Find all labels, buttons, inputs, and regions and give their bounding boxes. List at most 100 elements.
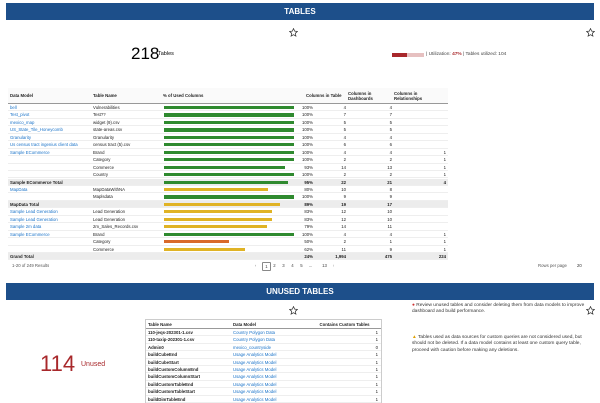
page-button[interactable]: ... [308, 263, 313, 268]
header-row [146, 320, 381, 329]
prev-page[interactable]: ‹ [255, 263, 257, 268]
table-name: Maplsdata [93, 194, 113, 200]
cell-value: 1 [375, 396, 378, 402]
favorite-star[interactable] [289, 28, 298, 37]
table-row [146, 388, 381, 396]
data-model-link[interactable]: Sample Lead Generation [10, 216, 58, 222]
banner: UNUSED TABLES [6, 283, 594, 300]
data-model-link[interactable]: Granularity [10, 134, 32, 140]
data-model-link[interactable]: Usage Analytics Model [233, 389, 277, 395]
table-row [146, 359, 381, 366]
data-model-link[interactable]: Usage Analytics Model [233, 381, 277, 387]
table-name: Commerce [93, 246, 115, 252]
cell-value: 4 [389, 231, 392, 237]
cell-value: 14 [341, 224, 346, 230]
table-name: census tract (5).csv [93, 142, 131, 148]
usage-bar [164, 158, 294, 162]
tables-label: Tables [158, 51, 174, 57]
pct-label: 83% [304, 209, 313, 215]
cell-value: 1 [389, 239, 392, 245]
data-model-link[interactable]: US_State_Tile_Honeycomb [10, 127, 63, 133]
data-model-link[interactable]: Usage Analytics Model [233, 367, 277, 372]
data-model-link[interactable]: Test_pivot [10, 112, 30, 118]
cell-value: 1 [443, 157, 446, 163]
table-name: Lead Generation [93, 209, 126, 215]
utilization-value: 47% [452, 52, 462, 57]
next-page[interactable]: › [333, 263, 335, 268]
table-name: Lead Generation [93, 216, 126, 222]
data-model-link[interactable]: bell [10, 105, 17, 110]
page-button[interactable]: 4 [291, 263, 294, 268]
data-model-link[interactable]: Us census tract ingenius client data [10, 142, 78, 148]
cell-value: 1 [375, 374, 378, 380]
icon: ● [412, 303, 415, 308]
column-header: Columns in Dashboards [348, 90, 373, 101]
usage-bar [164, 128, 294, 132]
data-model-link[interactable]: mexico_map [10, 119, 35, 125]
tables-table: Data Model Table Name % of Used Columns Col… [8, 88, 448, 261]
total-label: Grand Total [10, 254, 34, 259]
data-model-link[interactable]: Sample 2m data [10, 224, 42, 230]
cell-value: 1 [443, 149, 446, 155]
pct-label: 100% [302, 127, 313, 133]
cell-value: buildDimTableEnd [148, 396, 186, 402]
cell-value: 1 [443, 239, 446, 245]
pct-label: 24% [304, 254, 313, 259]
data-model-link[interactable]: Sample ECommerce [10, 149, 50, 155]
cell-value: 2 [343, 172, 346, 178]
pct-label: 83% [304, 216, 313, 222]
favorite-star[interactable] [289, 306, 298, 315]
cell-value: 1 [375, 337, 378, 343]
cell-value: 6 [343, 142, 346, 148]
usage-bar [164, 195, 294, 199]
favorite-star[interactable] [586, 306, 595, 315]
cell-value: 4 [343, 231, 346, 237]
cell-value: 9 [343, 194, 346, 200]
cell-value: 19 [341, 201, 346, 207]
data-model-link[interactable]: Usage Analytics Model [233, 359, 277, 365]
table-row [146, 351, 381, 359]
page-size[interactable]: 20 [577, 263, 582, 268]
usage-bar [164, 113, 294, 117]
column-header: Columns in Relationships [394, 90, 423, 101]
rows-per-page: Rows per page [538, 263, 567, 268]
usage-bar [164, 173, 294, 177]
note-text: Tables used as data sources for custom q… [412, 335, 582, 353]
cell-value: 4 [343, 105, 346, 110]
pct-label: 89% [304, 201, 313, 207]
data-model-link[interactable]: Country Polygon Data [233, 337, 276, 343]
usage-bar [164, 247, 245, 251]
table-row [146, 366, 381, 374]
table-name: MapDataWithNA [93, 186, 125, 192]
page-button[interactable]: 1 [262, 262, 271, 272]
data-model-link[interactable]: Usage Analytics Model [233, 352, 277, 358]
favorite-star[interactable] [586, 28, 595, 37]
cell-value: 21 [387, 179, 392, 185]
table-row [8, 253, 448, 261]
cell-value: 1 [443, 246, 446, 252]
note: ● Review unused tables and consider dele… [412, 303, 592, 316]
data-model-link[interactable]: Sample ECommerce [10, 231, 50, 237]
cell-value: 110-taxip-202301-1.csv [148, 337, 195, 343]
data-model-link[interactable]: Sample Lead Generation [10, 209, 58, 215]
cell-value: 1,994 [335, 254, 346, 259]
table-name: state-areas.csv [93, 127, 123, 133]
pct-label: 100% [302, 119, 313, 125]
usage-bar [164, 120, 294, 125]
page-button[interactable]: 13 [322, 263, 327, 268]
data-model-link[interactable]: MapData [10, 186, 28, 192]
usage-bar [164, 143, 294, 147]
cell-value: 1 [375, 330, 378, 335]
cell-value: 475 [384, 254, 392, 259]
data-model-link[interactable]: Usage Analytics Model [233, 396, 277, 402]
usage-bar [164, 180, 288, 184]
data-model-link[interactable]: Country Polygon Data [233, 330, 276, 335]
data-model-link[interactable]: mexico_countryside [233, 344, 271, 350]
page-button[interactable]: 3 [282, 263, 285, 268]
page-button[interactable]: 2 [273, 263, 276, 268]
cell-value: 11 [387, 224, 392, 230]
cell-value: 9 [389, 194, 392, 200]
table-row [146, 373, 381, 381]
page-button[interactable]: 5 [300, 263, 303, 268]
data-model-link[interactable]: Usage Analytics Model [233, 374, 277, 380]
